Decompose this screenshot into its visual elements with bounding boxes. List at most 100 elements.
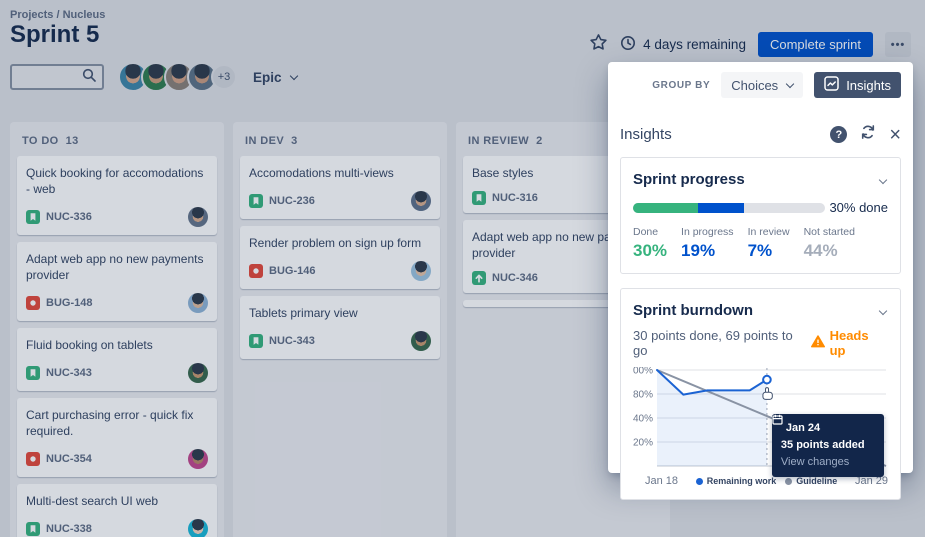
sprint-burndown-card: Sprint burndown 30 points done, 69 point… (620, 288, 901, 500)
star-icon[interactable] (589, 33, 608, 57)
chart-icon (824, 76, 839, 94)
heads-up-label: Heads up (829, 328, 869, 358)
assignee-avatar[interactable] (188, 519, 208, 537)
breadcrumb[interactable]: Projects / Nucleus (10, 9, 106, 21)
refresh-icon[interactable] (860, 124, 876, 145)
avatar[interactable] (187, 62, 217, 92)
stat-label: In progress (681, 226, 734, 238)
issue-key: NUC-343 (269, 335, 315, 347)
svg-text:20%: 20% (633, 438, 653, 449)
issue-card[interactable]: Tablets primary view NUC-343 (240, 296, 440, 359)
warning-icon (810, 335, 825, 351)
panel-controls: GROUP BY Choices Insights (620, 62, 901, 108)
issue-key: BUG-146 (269, 265, 316, 277)
assignee-avatar[interactable] (411, 261, 431, 281)
assignee-avatar[interactable] (188, 207, 208, 227)
stat-value: 44% (803, 241, 838, 260)
column-name: IN DEV (245, 135, 285, 147)
burndown-subtitle: 30 points done, 69 points to go (633, 328, 793, 358)
story-icon (472, 191, 486, 205)
board: TO DO 13 Quick booking for accomodations … (10, 122, 670, 537)
epic-filter-dropdown[interactable]: Epic (253, 69, 298, 85)
issue-card[interactable]: Render problem on sign up form BUG-146 (240, 226, 440, 289)
progress-stats: Done 30% In progress 19% In review 7% Not star… (633, 226, 888, 261)
stat-value: 7% (747, 241, 773, 260)
story-icon (249, 194, 263, 208)
progress-stat: In progress 19% (681, 226, 734, 261)
progress-done-label: 30% done (829, 200, 888, 215)
search-box[interactable] (10, 64, 104, 90)
issue-card[interactable]: Accomodations multi-views NUC-236 (240, 156, 440, 219)
assignee-avatar[interactable] (188, 293, 208, 313)
help-icon[interactable]: ? (830, 126, 848, 143)
chevron-down-icon (785, 79, 795, 88)
insights-panel: GROUP BY Choices Insights Insights ? × (608, 62, 913, 500)
issue-key: NUC-343 (46, 367, 92, 379)
issue-card[interactable]: Multi-dest search UI web NUC-338 (17, 484, 217, 537)
card-title: Render problem on sign up form (249, 236, 422, 250)
chart-legend: Remaining work Guideline (678, 476, 855, 486)
card-title: Base styles (472, 166, 534, 180)
avatar-overflow-badge[interactable]: +3 (211, 64, 237, 90)
assignee-avatar[interactable] (411, 191, 431, 211)
bug-icon (26, 296, 40, 310)
issue-card[interactable]: Quick booking for accomodations - web NU… (17, 156, 217, 235)
assignee-avatar[interactable] (411, 331, 431, 351)
insights-toggle-button[interactable]: Insights (814, 72, 901, 98)
avatar[interactable] (118, 62, 148, 92)
legend-dot-icon (785, 477, 793, 485)
close-icon[interactable]: × (889, 123, 901, 146)
days-remaining-label: 4 days remaining (643, 37, 746, 52)
insights-button-label: Insights (846, 77, 891, 93)
assignee-avatar[interactable] (188, 363, 208, 383)
heads-up-warning[interactable]: Heads up (810, 328, 888, 358)
chart-tooltip: Jan 24 35 points added View changes (771, 414, 884, 477)
svg-text:40%: 40% (633, 414, 653, 425)
group-by-label: GROUP BY (652, 79, 711, 91)
tooltip-points-added: 35 points added (780, 439, 865, 451)
chart-x-axis: Jan 18 Remaining work Guideline Jan 29 (633, 475, 888, 487)
issue-card-partial[interactable] (463, 300, 663, 307)
epic-filter-label: Epic (253, 69, 282, 85)
collapse-chevron-icon[interactable] (878, 299, 888, 321)
legend-item: Remaining work (695, 476, 776, 486)
issue-card[interactable]: Fluid booking on tablets NUC-343 (17, 328, 217, 391)
column-name: TO DO (22, 135, 59, 147)
collapse-chevron-icon[interactable] (878, 168, 888, 190)
complete-sprint-button[interactable]: Complete sprint (757, 32, 873, 57)
issue-key: NUC-236 (269, 195, 315, 207)
svg-text:80%: 80% (633, 390, 653, 401)
column-count: 13 (65, 135, 79, 147)
stat-label: Not started (803, 226, 855, 238)
card-title: Adapt web app no new payments provider (472, 230, 650, 260)
stat-label: Done (633, 226, 659, 238)
card-title: Quick booking for accomodations - web (26, 166, 204, 196)
story-icon (26, 366, 40, 380)
card-title: Accomodations multi-views (249, 166, 394, 180)
svg-text:100%: 100% (633, 367, 653, 377)
x-label-start: Jan 18 (645, 475, 679, 487)
tooltip-date: Jan 24 (785, 422, 821, 434)
assignee-avatar[interactable] (188, 449, 208, 469)
more-options-button[interactable]: ••• (885, 32, 911, 57)
chevron-down-icon (289, 71, 298, 80)
column-count: 2 (536, 135, 543, 147)
improvement-icon (472, 271, 486, 285)
stat-value: 19% (681, 241, 716, 260)
issue-card[interactable]: Cart purchasing error - quick fix requir… (17, 398, 217, 477)
issue-card[interactable]: Adapt web app no new payments provider B… (17, 242, 217, 321)
bug-icon (249, 264, 263, 278)
search-icon (82, 68, 96, 87)
tooltip-view-changes-link[interactable]: View changes (780, 456, 850, 468)
progress-stat: Done 30% (633, 226, 667, 261)
page-title: Sprint 5 (10, 21, 100, 48)
search-input[interactable] (18, 70, 82, 84)
sprint-progress-title: Sprint progress (633, 170, 745, 188)
sprint-burndown-title: Sprint burndown (633, 301, 753, 319)
card-title: Multi-dest search UI web (26, 494, 159, 508)
group-by-dropdown[interactable]: Choices (721, 72, 804, 98)
issue-key: NUC-336 (46, 211, 92, 223)
card-title: Fluid booking on tablets (26, 338, 153, 352)
column-name: IN REVIEW (468, 135, 530, 147)
column-header: IN DEV 3 (233, 122, 447, 156)
